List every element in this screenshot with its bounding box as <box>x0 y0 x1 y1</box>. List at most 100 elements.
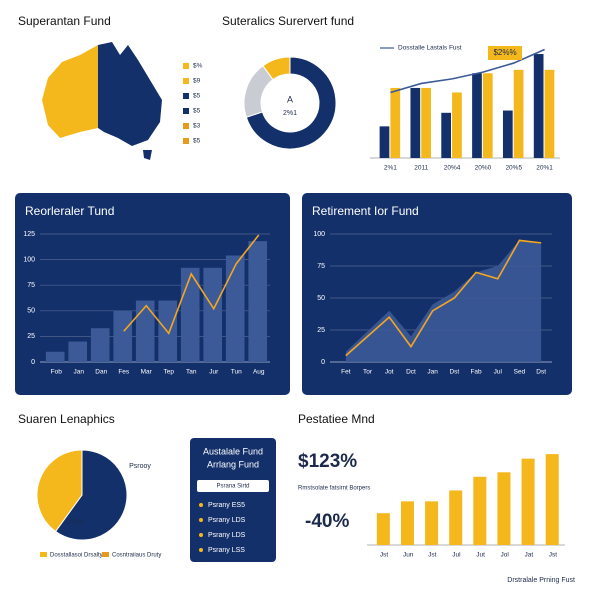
chart-title: Suteralics Surervert fund <box>222 14 354 28</box>
chart-title: Pestatiee Mnd <box>298 412 375 426</box>
x-tick-label: Jst <box>549 552 558 559</box>
line <box>390 48 545 94</box>
bar <box>472 73 482 158</box>
x-tick-label: Jan <box>427 369 438 376</box>
annotation: 2%% <box>67 519 83 526</box>
bar <box>90 328 110 362</box>
bar <box>390 87 401 158</box>
x-tick-label: Jun <box>403 552 414 559</box>
legend-swatch <box>183 138 189 144</box>
y-tick-label: 25 <box>317 327 325 334</box>
x-tick-label: Jst <box>428 552 437 559</box>
annotation: 2%1 <box>283 110 297 117</box>
x-tick-label: Fob <box>51 369 63 376</box>
bar <box>449 490 463 545</box>
bar <box>410 87 421 158</box>
bar <box>203 267 223 362</box>
bar <box>180 267 200 362</box>
y-tick-label: 0 <box>321 359 325 366</box>
legend-label: $5 <box>193 138 201 145</box>
legend-label: $5 <box>193 93 201 100</box>
annotation: $2%% <box>493 48 516 57</box>
bar <box>533 54 544 158</box>
x-tick-label: Jur <box>209 369 219 376</box>
legend-label: $% <box>193 63 203 70</box>
legend-swatch <box>183 108 189 114</box>
bar <box>482 73 493 158</box>
legend-swatch <box>183 63 189 69</box>
map-west <box>42 45 98 138</box>
chart-title: Superantan Fund <box>18 14 111 28</box>
slice <box>245 56 337 150</box>
bullet <box>199 533 203 537</box>
bullet <box>199 503 203 507</box>
y-tick-label: 100 <box>23 256 35 263</box>
big-figure: $123% <box>298 451 357 472</box>
x-tick-label: Aug <box>253 369 265 376</box>
fund-card: Austalale Fund Arrlang Fund Psrana Sirtd… <box>190 438 276 562</box>
slice <box>262 56 291 81</box>
bar <box>425 501 439 545</box>
bar <box>497 472 511 545</box>
bar <box>379 126 390 158</box>
y-tick-label: 50 <box>27 308 35 315</box>
annotation-box <box>488 46 522 60</box>
chart-title: Reorleraler Tund <box>25 204 114 218</box>
slice <box>36 449 83 533</box>
chart-title: Suaren Lenaphics <box>18 412 115 426</box>
search-text: Psrana Sirtd <box>216 484 249 490</box>
y-tick-label: 125 <box>23 231 35 238</box>
bar <box>135 300 155 362</box>
legend-swatch <box>183 78 189 84</box>
x-tick-label: 2%1 <box>384 165 397 172</box>
y-tick-label: 50 <box>317 295 325 302</box>
x-tick-label: Jan <box>74 369 85 376</box>
legend-swatch <box>102 552 109 557</box>
legend-label: Dosstalle Lastals Fust <box>398 45 462 52</box>
x-tick-label: Tan <box>186 369 197 376</box>
x-tick-label: Jol <box>501 552 510 559</box>
x-tick-label: 2011 <box>414 165 428 172</box>
x-tick-label: Dct <box>406 369 416 376</box>
legend-swatch <box>183 123 189 129</box>
x-tick-label: 20%4 <box>444 165 461 172</box>
x-tick-label: 20%1 <box>536 165 553 172</box>
x-tick-label: Jul <box>452 552 461 559</box>
card-item: Psrany LDS <box>208 517 246 524</box>
legend-swatch <box>40 552 47 557</box>
legend-swatch <box>183 93 189 99</box>
card-title: Austalale Fund <box>203 446 263 456</box>
bullet <box>199 518 203 522</box>
annotation: A <box>287 94 293 104</box>
big-figure: -40% <box>305 511 349 532</box>
line <box>123 234 260 335</box>
bar <box>113 310 133 362</box>
legend-label: $3 <box>193 123 201 130</box>
bar <box>521 458 535 545</box>
x-tick-label: Sed <box>514 369 526 376</box>
area <box>345 240 542 362</box>
bar <box>473 476 487 545</box>
x-tick-label: Tun <box>231 369 242 376</box>
bar <box>502 110 513 158</box>
search-box[interactable] <box>197 480 269 492</box>
x-tick-label: Mar <box>141 369 153 376</box>
bar <box>544 69 555 158</box>
annotation: Rmstsolate fatsirnt Borpers <box>298 486 370 492</box>
x-tick-label: Jst <box>380 552 389 559</box>
legend-label: Cosntraiiaus Druty <box>112 553 161 559</box>
annotation: Psrooy <box>129 463 151 470</box>
card-background <box>190 438 276 562</box>
bar <box>68 341 88 362</box>
y-tick-label: 25 <box>27 333 35 340</box>
bar <box>400 501 414 545</box>
x-tick-label: Dst <box>449 369 459 376</box>
x-tick-label: Jul <box>494 369 503 376</box>
bullet <box>199 548 203 552</box>
card-item: Psrany LDS <box>208 532 246 539</box>
card-item: Psrany LSS <box>208 547 245 554</box>
x-tick-label: Jat <box>524 552 533 559</box>
x-tick-label: Tor <box>363 369 373 376</box>
map-east <box>98 42 162 146</box>
